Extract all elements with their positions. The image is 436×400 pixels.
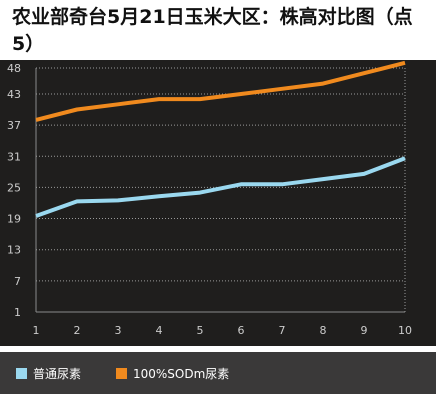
y-tick-label: 13 — [7, 244, 21, 257]
y-tick-label: 7 — [14, 275, 21, 288]
x-tick-label: 1 — [33, 324, 40, 337]
y-tick-label: 31 — [7, 150, 21, 163]
x-tick-label: 5 — [197, 324, 204, 337]
x-tick-label: 2 — [74, 324, 81, 337]
series-line-1 — [35, 156, 406, 218]
legend-swatch-series-1 — [16, 367, 27, 379]
legend-label-series-1: 普通尿素 — [33, 366, 82, 381]
x-tick-label: 4 — [156, 324, 163, 337]
plot-panel: 1 7 13 19 25 31 37 43 48 1 2 3 4 5 6 7 8 9 10 — [0, 60, 436, 346]
y-tick-label: 48 — [7, 62, 21, 75]
legend-item-series-1: 普通尿素 — [16, 366, 82, 381]
y-tick-label: 1 — [14, 306, 21, 319]
plot-area: 1 7 13 19 25 31 37 43 48 1 2 3 4 5 6 7 8 9 10 — [7, 60, 412, 337]
x-tick-label: 9 — [361, 324, 368, 337]
chart-title: 农业部奇台5月21日玉米大区：株高对比图（点5） — [12, 6, 413, 55]
y-tick-label: 37 — [7, 119, 21, 132]
x-tick-label: 8 — [320, 324, 327, 337]
series-line-2 — [35, 60, 406, 122]
legend-swatch-series-2 — [116, 367, 127, 379]
x-tick-label: 7 — [279, 324, 286, 337]
y-tick-label: 19 — [7, 213, 21, 226]
legend-item-series-2: 100%SODm尿素 — [116, 366, 230, 381]
legend-label-series-2: 100%SODm尿素 — [133, 366, 230, 381]
legend: 普通尿素 100%SODm尿素 — [0, 352, 436, 394]
x-tick-label: 3 — [115, 324, 122, 337]
y-tick-label: 25 — [7, 181, 21, 194]
x-tick-label: 10 — [398, 324, 412, 337]
y-tick-label: 43 — [7, 88, 21, 101]
x-tick-label: 6 — [238, 324, 245, 337]
